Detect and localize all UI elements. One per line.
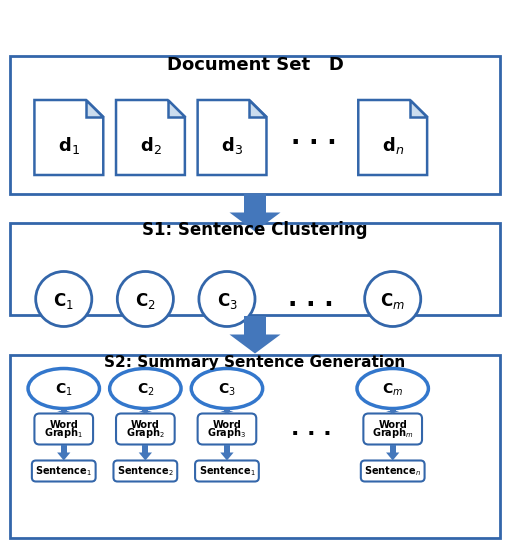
Text: $\mathbf{d}_{3}$: $\mathbf{d}_{3}$	[220, 134, 243, 156]
FancyBboxPatch shape	[32, 461, 96, 482]
Text: $\mathbf{d}_{2}$: $\mathbf{d}_{2}$	[139, 134, 161, 156]
Polygon shape	[220, 453, 233, 461]
Text: $\mathbf{d}_{n}$: $\mathbf{d}_{n}$	[381, 134, 403, 156]
FancyBboxPatch shape	[114, 461, 177, 482]
Polygon shape	[142, 408, 148, 411]
Polygon shape	[57, 411, 70, 414]
Text: Graph$_{3}$: Graph$_{3}$	[207, 427, 246, 441]
FancyBboxPatch shape	[116, 414, 175, 444]
Text: Sentence$_{1}$: Sentence$_{1}$	[35, 464, 92, 478]
FancyBboxPatch shape	[195, 461, 259, 482]
Text: Graph$_{1}$: Graph$_{1}$	[44, 427, 83, 441]
Circle shape	[364, 272, 420, 327]
Text: Sentence$_{1}$: Sentence$_{1}$	[198, 464, 255, 478]
FancyBboxPatch shape	[363, 414, 421, 444]
Circle shape	[117, 272, 173, 327]
Text: Word: Word	[378, 420, 406, 429]
FancyBboxPatch shape	[360, 461, 424, 482]
Text: . . .: . . .	[290, 125, 336, 150]
Text: $\mathbf{d}_{1}$: $\mathbf{d}_{1}$	[58, 134, 80, 156]
Polygon shape	[385, 411, 399, 414]
Polygon shape	[358, 100, 427, 175]
Text: $\mathit{\mathbf{C}}_{m}$: $\mathit{\mathbf{C}}_{m}$	[381, 381, 403, 397]
Polygon shape	[138, 453, 152, 461]
Circle shape	[36, 272, 92, 327]
Polygon shape	[249, 100, 266, 117]
Text: $\mathit{\mathbf{C}}_{1}$: $\mathit{\mathbf{C}}_{1}$	[55, 381, 72, 397]
Polygon shape	[61, 408, 67, 411]
Text: Graph$_{m}$: Graph$_{m}$	[371, 427, 413, 441]
Polygon shape	[244, 193, 265, 213]
Polygon shape	[229, 334, 280, 354]
Text: $\mathit{\mathbf{C}}_{m}$: $\mathit{\mathbf{C}}_{m}$	[380, 291, 404, 311]
Ellipse shape	[28, 368, 99, 408]
Text: Graph$_{2}$: Graph$_{2}$	[126, 427, 164, 441]
Polygon shape	[142, 444, 148, 453]
Polygon shape	[57, 453, 70, 461]
FancyBboxPatch shape	[197, 414, 256, 444]
Polygon shape	[389, 444, 395, 453]
Text: . . .: . . .	[290, 419, 331, 439]
Polygon shape	[385, 453, 399, 461]
Text: $\mathit{\mathbf{C}}_{1}$: $\mathit{\mathbf{C}}_{1}$	[53, 291, 74, 311]
Polygon shape	[86, 100, 103, 117]
Text: S1: Sentence Clustering: S1: Sentence Clustering	[142, 221, 367, 239]
Polygon shape	[229, 213, 280, 232]
Polygon shape	[116, 100, 185, 175]
Ellipse shape	[191, 368, 262, 408]
Polygon shape	[389, 408, 395, 411]
Text: Document Set   D: Document Set D	[166, 56, 343, 74]
FancyBboxPatch shape	[35, 414, 93, 444]
Circle shape	[199, 272, 254, 327]
Text: . . .: . . .	[288, 287, 333, 311]
Polygon shape	[223, 444, 230, 453]
Text: $\mathit{\mathbf{C}}_{3}$: $\mathit{\mathbf{C}}_{3}$	[218, 381, 235, 397]
Text: $\mathit{\mathbf{C}}_{2}$: $\mathit{\mathbf{C}}_{2}$	[136, 381, 154, 397]
FancyBboxPatch shape	[10, 355, 499, 538]
Polygon shape	[138, 411, 152, 414]
Text: Sentence$_{2}$: Sentence$_{2}$	[117, 464, 174, 478]
Text: Word: Word	[49, 420, 78, 429]
FancyBboxPatch shape	[10, 56, 499, 194]
Ellipse shape	[356, 368, 428, 408]
Polygon shape	[409, 100, 427, 117]
Polygon shape	[167, 100, 185, 117]
Ellipse shape	[109, 368, 181, 408]
Text: Sentence$_{n}$: Sentence$_{n}$	[363, 464, 420, 478]
Polygon shape	[220, 411, 233, 414]
Polygon shape	[35, 100, 103, 175]
Polygon shape	[244, 315, 265, 334]
Text: S2: Summary Sentence Generation: S2: Summary Sentence Generation	[104, 355, 405, 370]
Polygon shape	[61, 444, 67, 453]
Text: $\mathit{\mathbf{C}}_{2}$: $\mathit{\mathbf{C}}_{2}$	[135, 291, 155, 311]
Text: $\mathit{\mathbf{C}}_{3}$: $\mathit{\mathbf{C}}_{3}$	[216, 291, 237, 311]
Polygon shape	[223, 408, 230, 411]
Text: Word: Word	[212, 420, 241, 429]
FancyBboxPatch shape	[10, 222, 499, 315]
Text: Word: Word	[131, 420, 159, 429]
Polygon shape	[197, 100, 266, 175]
